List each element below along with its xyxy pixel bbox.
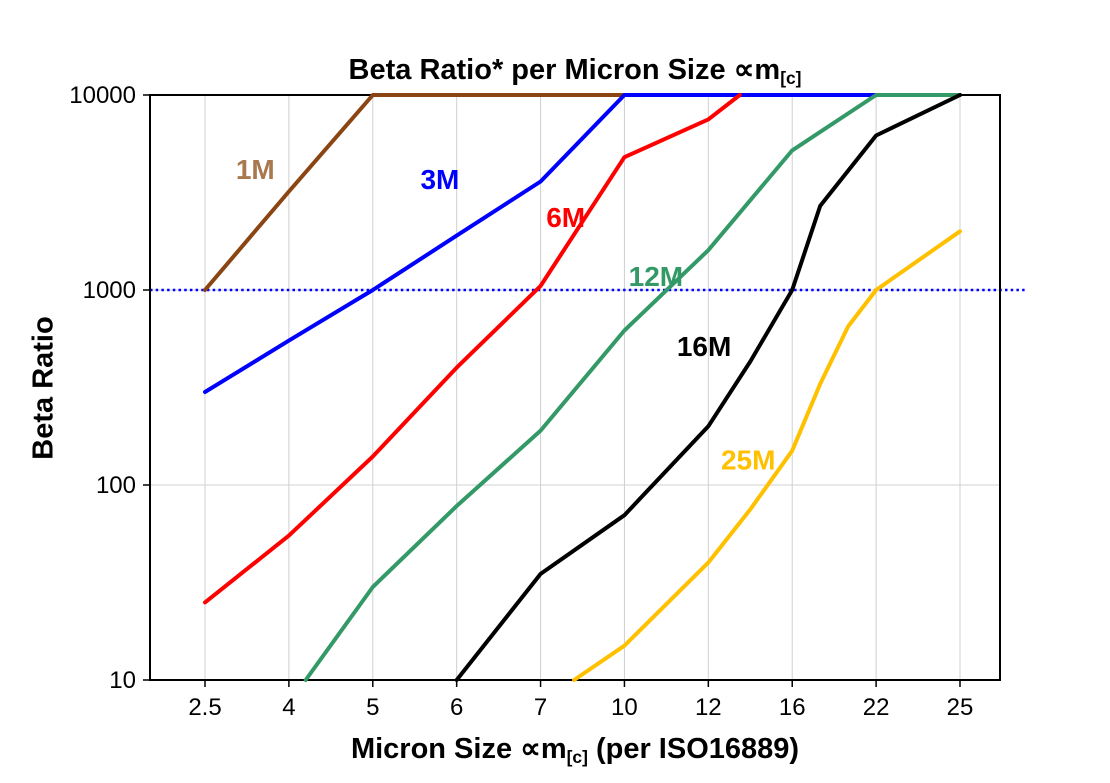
series-label-3M: 3M <box>420 164 459 195</box>
x-tick-label: 25 <box>947 694 974 721</box>
series-line-12M <box>303 93 962 682</box>
x-axis-title-suffix: (per ISO16889) <box>587 733 800 765</box>
series-line-1M <box>203 93 627 292</box>
chart-title-text: Beta Ratio* per Micron Size ∝m <box>348 54 781 86</box>
x-tick-label: 22 <box>863 694 890 721</box>
y-tick-label: 100 <box>96 472 136 499</box>
x-tick-label: 12 <box>695 694 722 721</box>
y-tick-label: 1000 <box>83 277 136 304</box>
series-label-6M: 6M <box>546 202 585 233</box>
series-label-16M: 16M <box>677 331 731 362</box>
y-tick-label: 10 <box>109 667 136 694</box>
x-axis-title: Micron Size ∝m[c] (per ISO16889) <box>150 731 1000 767</box>
x-tick-label: 7 <box>534 694 547 721</box>
x-tick-label: 5 <box>366 694 379 721</box>
chart-title-subscript: [c] <box>780 67 802 88</box>
series-label-25M: 25M <box>721 445 775 476</box>
chart-title: Beta Ratio* per Micron Size ∝m[c] <box>150 52 1000 88</box>
series-line-3M <box>203 93 879 394</box>
x-tick-label: 10 <box>611 694 638 721</box>
series-line-16M <box>454 93 962 682</box>
x-tick-label: 4 <box>282 694 295 721</box>
x-tick-label: 2.5 <box>188 694 221 721</box>
x-tick-label: 6 <box>450 694 463 721</box>
x-axis-title-text: Micron Size ∝m <box>350 733 567 765</box>
series-line-25M <box>572 229 962 682</box>
x-axis-title-subscript: [c] <box>566 746 588 767</box>
series-line-6M <box>203 93 742 605</box>
series-label-1M: 1M <box>236 154 275 185</box>
series-label-12M: 12M <box>629 261 683 292</box>
x-tick-label: 16 <box>779 694 806 721</box>
y-tick-label: 10000 <box>69 82 136 109</box>
